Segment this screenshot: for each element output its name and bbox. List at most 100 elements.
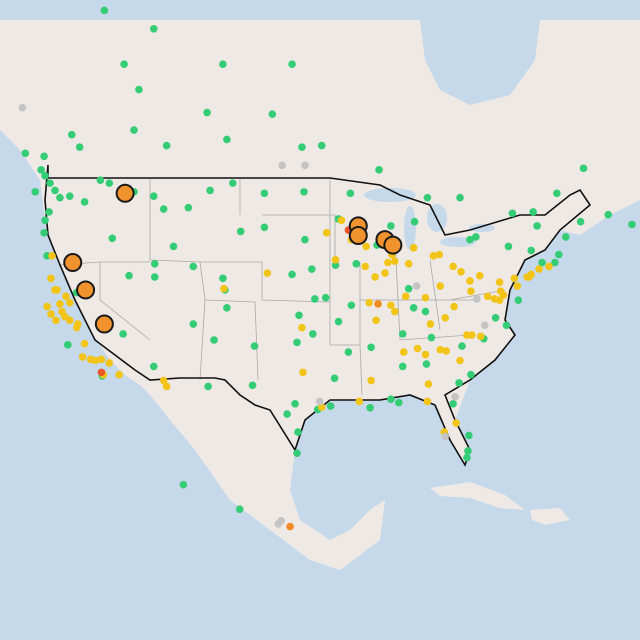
station-marker: [421, 293, 430, 302]
station-marker: [334, 317, 343, 326]
station-marker: [43, 302, 51, 311]
station-marker: [412, 282, 421, 290]
station-marker: [604, 210, 613, 219]
station-marker: [97, 368, 106, 377]
fire-marker: [348, 226, 368, 246]
station-marker: [150, 260, 159, 268]
station-marker: [387, 395, 395, 403]
stations: [18, 6, 636, 531]
station-marker: [311, 295, 319, 303]
station-marker: [491, 314, 500, 322]
station-marker: [410, 217, 419, 226]
station-marker: [18, 103, 27, 112]
station-marker: [119, 330, 127, 338]
station-marker: [504, 242, 513, 251]
station-marker: [263, 269, 272, 277]
station-marker: [436, 345, 445, 354]
station-marker: [352, 260, 361, 268]
station-marker: [442, 347, 451, 355]
station-marker: [480, 321, 489, 330]
station-marker: [464, 447, 472, 455]
fire-marker: [94, 314, 114, 334]
station-marker: [283, 410, 291, 418]
station-marker: [288, 270, 296, 279]
fire-marker: [76, 280, 96, 300]
station-marker: [409, 303, 418, 312]
station-marker: [366, 403, 374, 412]
station-marker: [441, 314, 450, 322]
station-marker: [451, 393, 459, 401]
station-marker: [315, 397, 324, 406]
station-marker: [223, 135, 231, 144]
station-marker: [41, 216, 49, 225]
station-marker: [73, 320, 82, 328]
station-marker: [322, 228, 331, 237]
hispaniola: [530, 508, 570, 525]
station-marker: [422, 360, 431, 368]
station-marker: [466, 277, 474, 285]
station-marker: [421, 350, 430, 359]
station-marker: [40, 228, 48, 237]
station-marker: [331, 256, 340, 264]
station-marker: [40, 152, 48, 161]
station-marker: [108, 234, 117, 243]
station-marker: [53, 286, 61, 294]
station-marker: [476, 332, 485, 341]
station-marker: [125, 271, 133, 280]
station-marker: [120, 60, 128, 68]
station-marker: [423, 397, 432, 406]
fire-marker: [63, 253, 83, 273]
station-marker: [362, 242, 370, 251]
station-marker: [465, 431, 473, 440]
station-marker: [250, 342, 259, 350]
station-marker: [330, 374, 339, 383]
station-marker: [52, 316, 60, 325]
station-marker: [423, 193, 432, 202]
station-marker: [429, 252, 438, 260]
station-marker: [219, 60, 227, 68]
station-marker: [236, 227, 245, 236]
fires: [63, 183, 403, 334]
station-marker: [300, 188, 308, 196]
station-marker: [391, 257, 399, 265]
station-marker: [551, 258, 559, 267]
station-marker: [105, 179, 114, 187]
station-marker: [45, 208, 53, 216]
station-marker: [150, 273, 159, 281]
station-marker: [298, 323, 306, 332]
station-marker: [309, 330, 317, 338]
station-marker: [455, 379, 463, 387]
station-marker: [189, 320, 198, 328]
station-marker: [424, 380, 433, 388]
station-marker: [513, 282, 522, 290]
station-marker: [347, 301, 356, 310]
station-marker: [61, 312, 69, 321]
station-marker: [317, 403, 326, 411]
station-marker: [399, 348, 408, 356]
station-marker: [149, 362, 158, 371]
station-marker: [404, 284, 413, 293]
station-marker: [463, 453, 471, 462]
station-marker: [308, 265, 316, 273]
station-marker: [184, 203, 193, 212]
station-marker: [47, 310, 55, 318]
station-marker: [179, 480, 188, 489]
station-marker: [295, 311, 303, 320]
station-marker: [449, 262, 457, 271]
station-marker: [149, 192, 158, 200]
station-marker: [80, 198, 89, 206]
station-marker: [80, 339, 89, 348]
station-marker: [331, 261, 340, 269]
fire-marker: [115, 183, 135, 203]
station-marker: [62, 292, 70, 301]
station-marker: [47, 274, 55, 283]
station-marker: [456, 193, 464, 202]
station-marker: [476, 271, 484, 280]
station-marker: [409, 243, 418, 252]
station-marker: [387, 301, 395, 310]
station-marker: [321, 293, 330, 302]
station-marker: [274, 520, 283, 528]
station-marker: [298, 143, 306, 151]
station-marker: [576, 217, 585, 226]
